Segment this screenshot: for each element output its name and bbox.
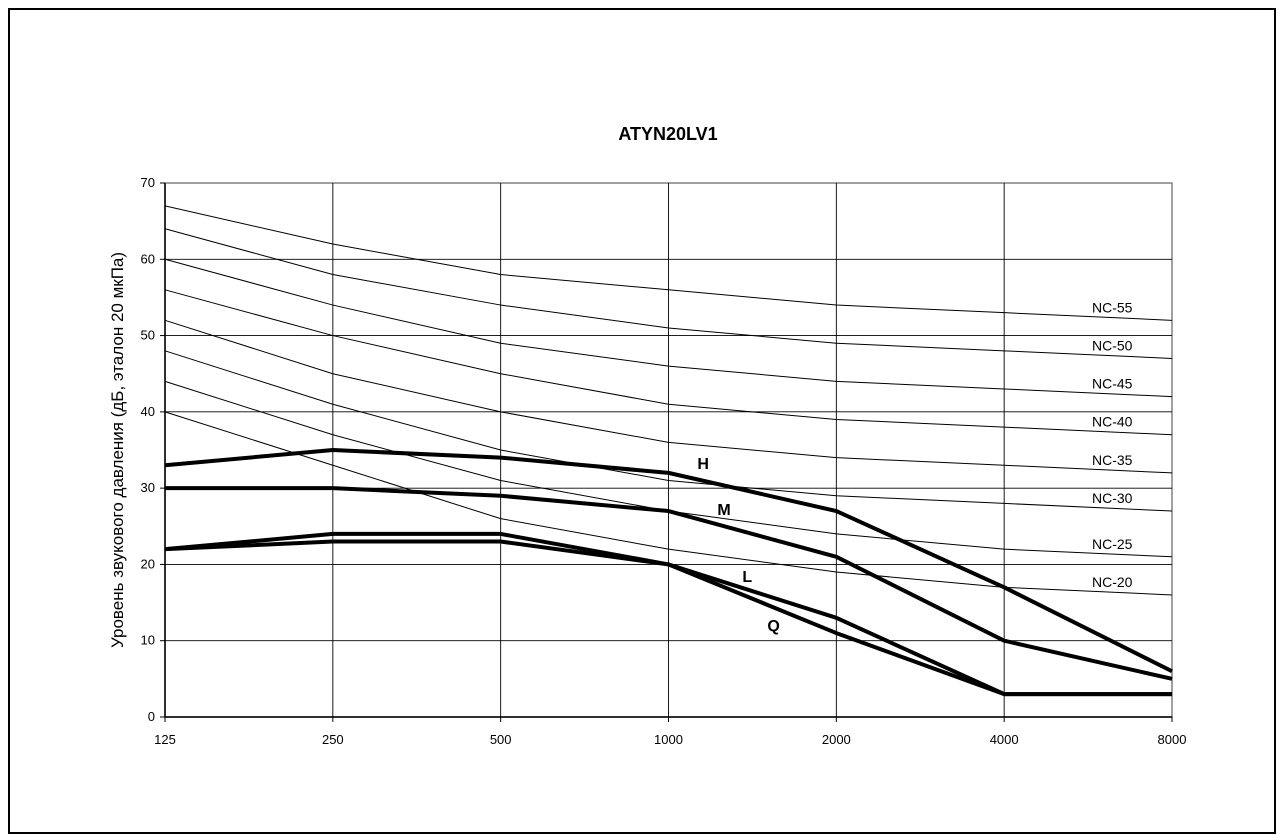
y-tick-label: 10 bbox=[141, 633, 155, 648]
y-axis-label: Уровень звукового давления (дБ, эталон 2… bbox=[108, 252, 127, 648]
chart-title: ATYN20LV1 bbox=[618, 124, 717, 144]
x-tick-label: 8000 bbox=[1158, 732, 1187, 747]
x-tick-label: 2000 bbox=[822, 732, 851, 747]
y-tick-label: 20 bbox=[141, 556, 155, 571]
y-tick-label: 60 bbox=[141, 251, 155, 266]
nc-curve-nc-35 bbox=[164, 319, 1173, 474]
nc-label-nc-25: NC-25 bbox=[1092, 536, 1133, 552]
series-line-h bbox=[164, 448, 1173, 674]
series-line-m bbox=[165, 486, 1173, 681]
y-tick-label: 30 bbox=[141, 480, 155, 495]
series-label-q: Q bbox=[767, 618, 779, 635]
x-tick-label: 4000 bbox=[990, 732, 1019, 747]
nc-label-nc-50: NC-50 bbox=[1092, 337, 1133, 353]
nc-curves: NC-55 NC-50 NC-45 NC-40 NC-35 NC-30 NC-25 NC-20 bbox=[164, 205, 1173, 596]
y-tick-label: 0 bbox=[148, 709, 155, 724]
x-tick-label: 500 bbox=[490, 732, 512, 747]
nc-curve-nc-55 bbox=[164, 205, 1173, 321]
nc-label-nc-55: NC-55 bbox=[1092, 299, 1133, 315]
x-tick-label: 250 bbox=[322, 732, 344, 747]
nc-label-nc-35: NC-35 bbox=[1092, 452, 1133, 468]
y-tick-label: 40 bbox=[141, 404, 155, 419]
series-line-q bbox=[164, 539, 1172, 697]
series-label-l: L bbox=[742, 569, 752, 586]
x-tick-label: 1000 bbox=[654, 732, 683, 747]
nc-curve-nc-45 bbox=[164, 258, 1173, 398]
series-lines bbox=[164, 448, 1173, 697]
y-tick-label: 70 bbox=[141, 175, 155, 190]
nc-curve-nc-50 bbox=[164, 228, 1173, 359]
nc-label-nc-40: NC-40 bbox=[1092, 414, 1133, 430]
series-label-m: M bbox=[717, 502, 730, 519]
nc-label-nc-20: NC-20 bbox=[1092, 574, 1133, 590]
nc-curve-nc-30 bbox=[164, 350, 1173, 512]
nc-label-nc-30: NC-30 bbox=[1092, 490, 1133, 506]
x-tick-label: 125 bbox=[154, 732, 176, 747]
nc-curve-nc-40 bbox=[164, 289, 1173, 436]
chart-labels: H M L Q bbox=[697, 456, 779, 635]
y-tick-label: 50 bbox=[141, 328, 155, 343]
grid: 0 10 20 30 40 50 60 70 125 250 500 1000 2000 4000 8000 bbox=[141, 175, 1187, 747]
series-label-h: H bbox=[697, 456, 709, 473]
chart-frame bbox=[8, 8, 1276, 834]
nc-label-nc-45: NC-45 bbox=[1092, 376, 1133, 392]
